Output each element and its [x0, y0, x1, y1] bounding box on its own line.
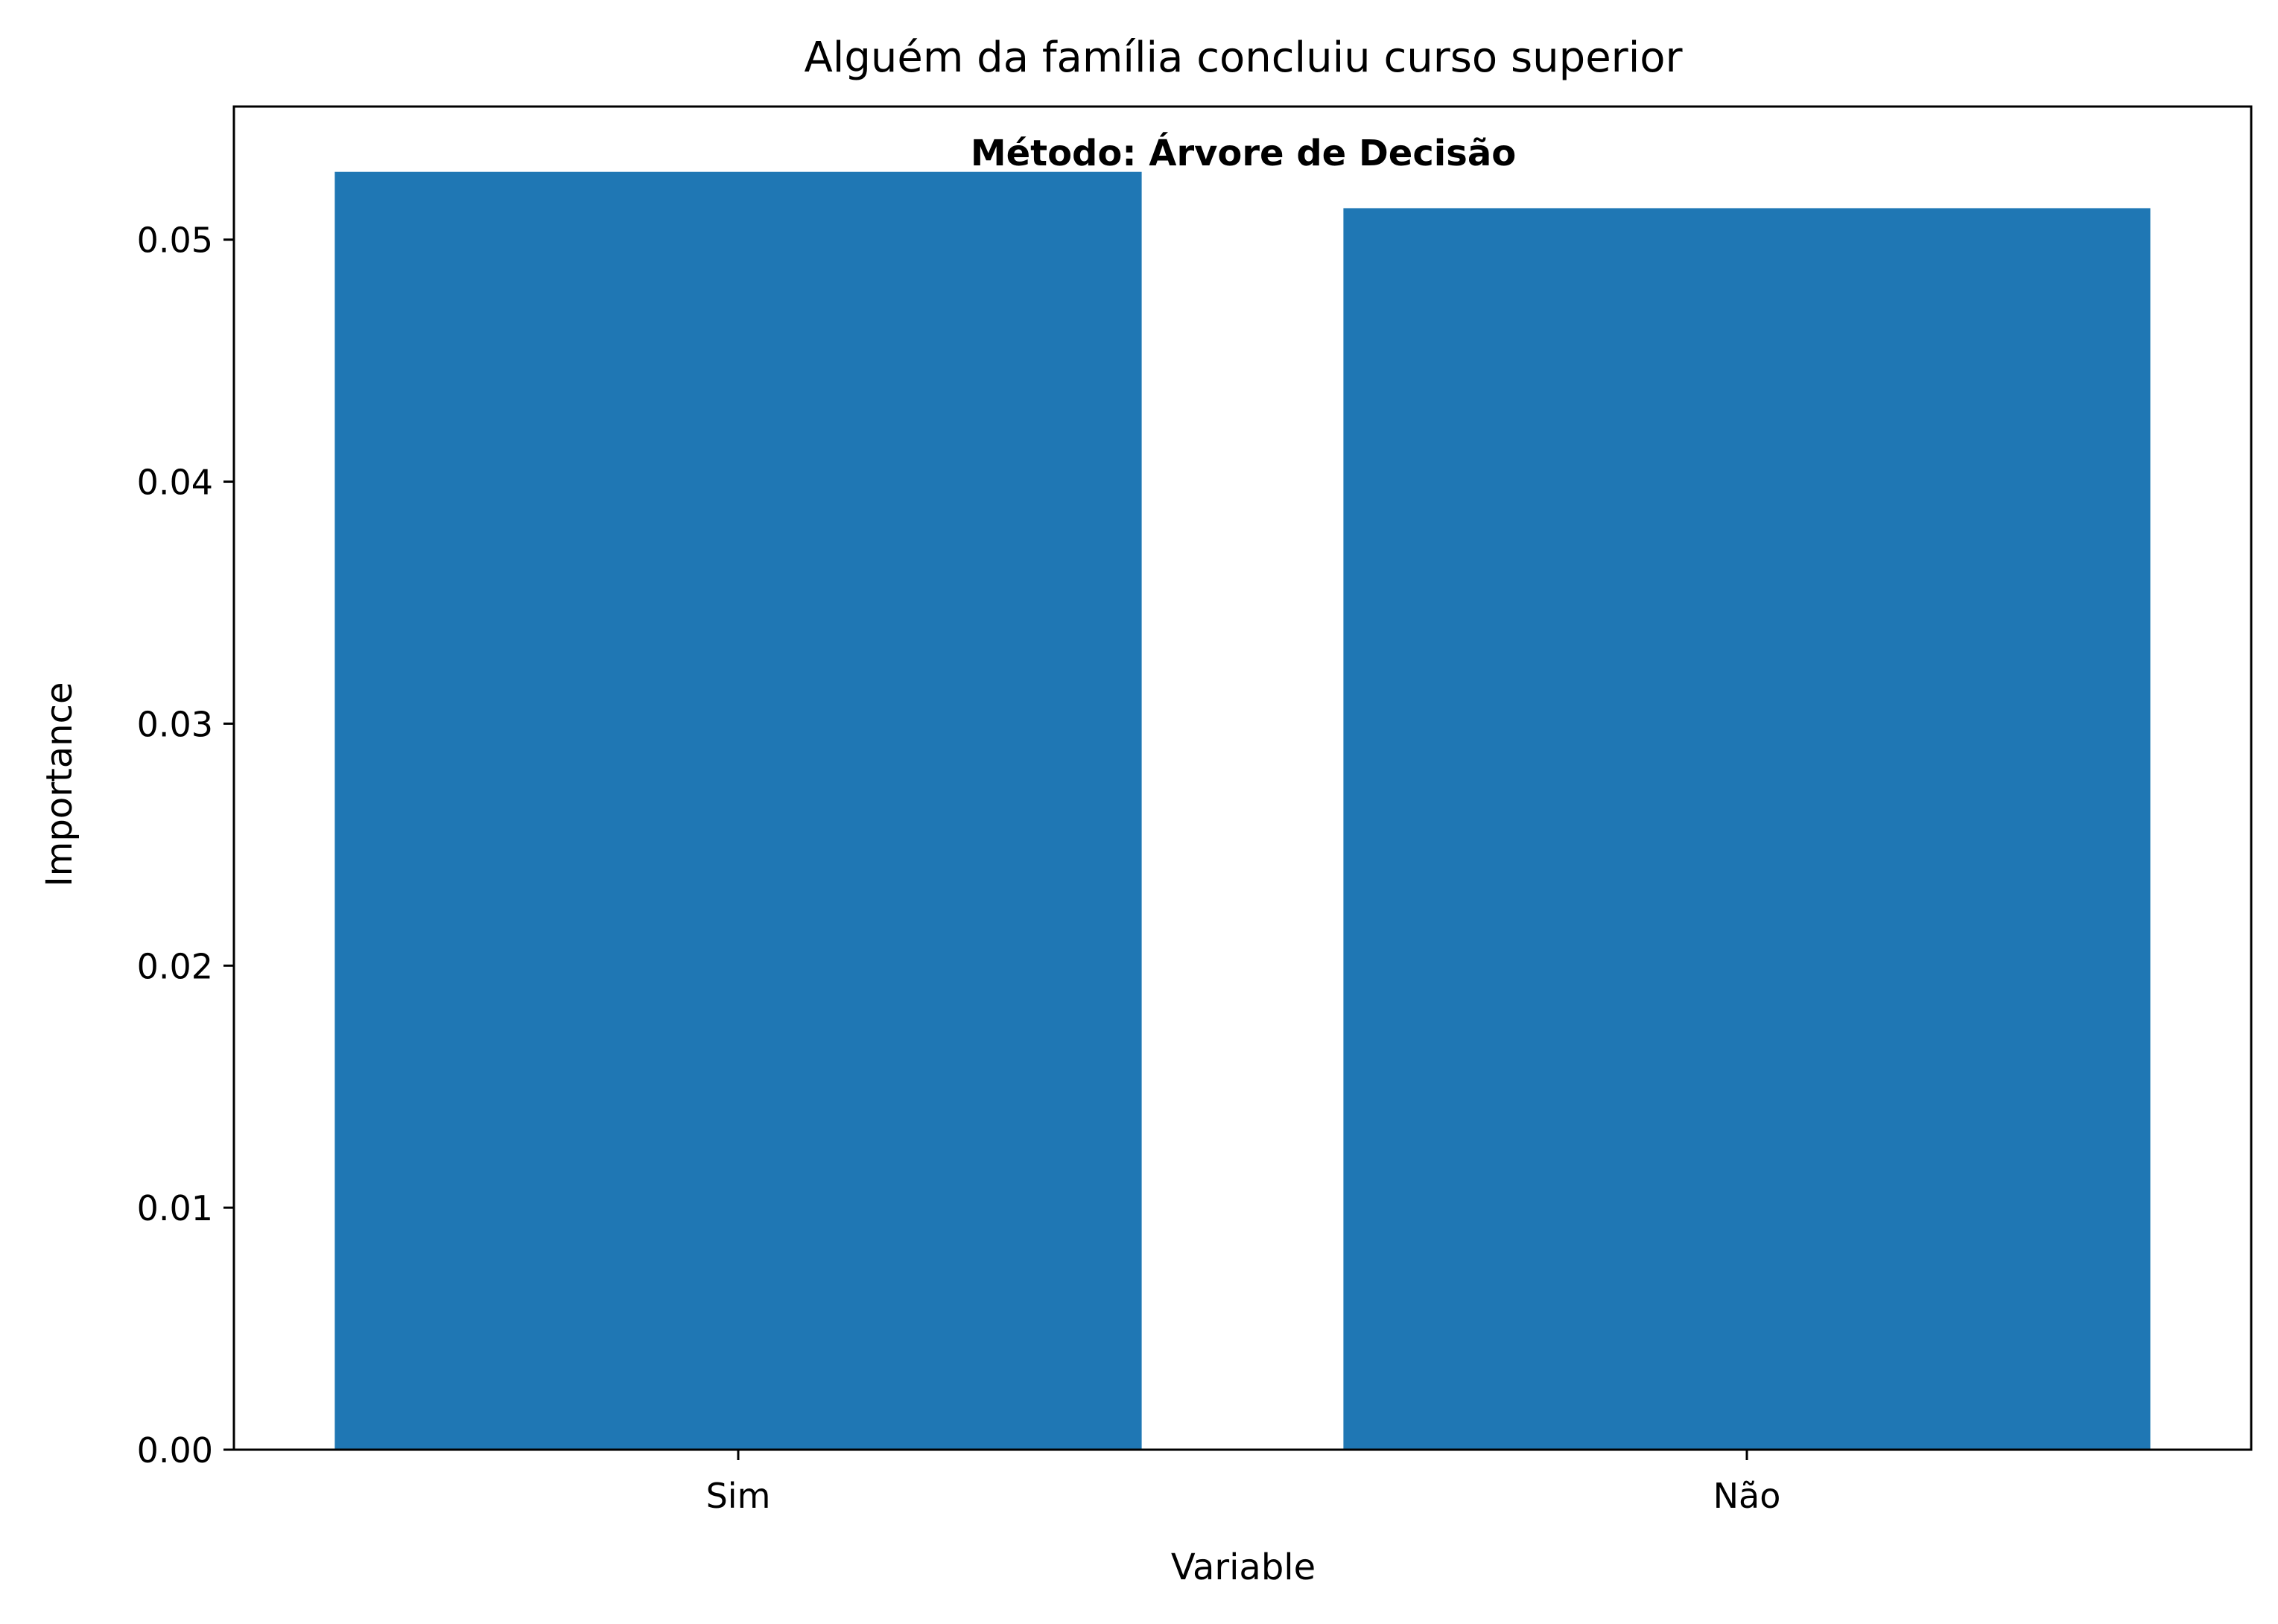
y-tick-label: 0.05	[137, 221, 213, 261]
y-tick-label: 0.04	[137, 463, 213, 503]
plot-area: 0.00 0.01 0.02 0.03 0.04 0.05 Sim Não	[137, 105, 2253, 1516]
y-tick-label: 0.00	[137, 1430, 213, 1471]
x-tick-label: Não	[1713, 1476, 1781, 1516]
bar-nao	[1343, 208, 2151, 1450]
y-axis-label: Importance	[39, 682, 80, 886]
x-tick-label: Sim	[706, 1476, 771, 1516]
y-tick-label: 0.01	[137, 1188, 213, 1228]
axes-frame	[232, 105, 2253, 1451]
chart-title: Alguém da família concluiu curso superio…	[804, 34, 1683, 82]
method-annotation: Método: Árvore de Decisão	[971, 132, 1516, 174]
y-tick-label: 0.02	[137, 946, 213, 986]
y-tick-label: 0.03	[137, 704, 213, 744]
x-axis-label: Variable	[1171, 1547, 1316, 1588]
bar-sim	[334, 171, 1142, 1450]
